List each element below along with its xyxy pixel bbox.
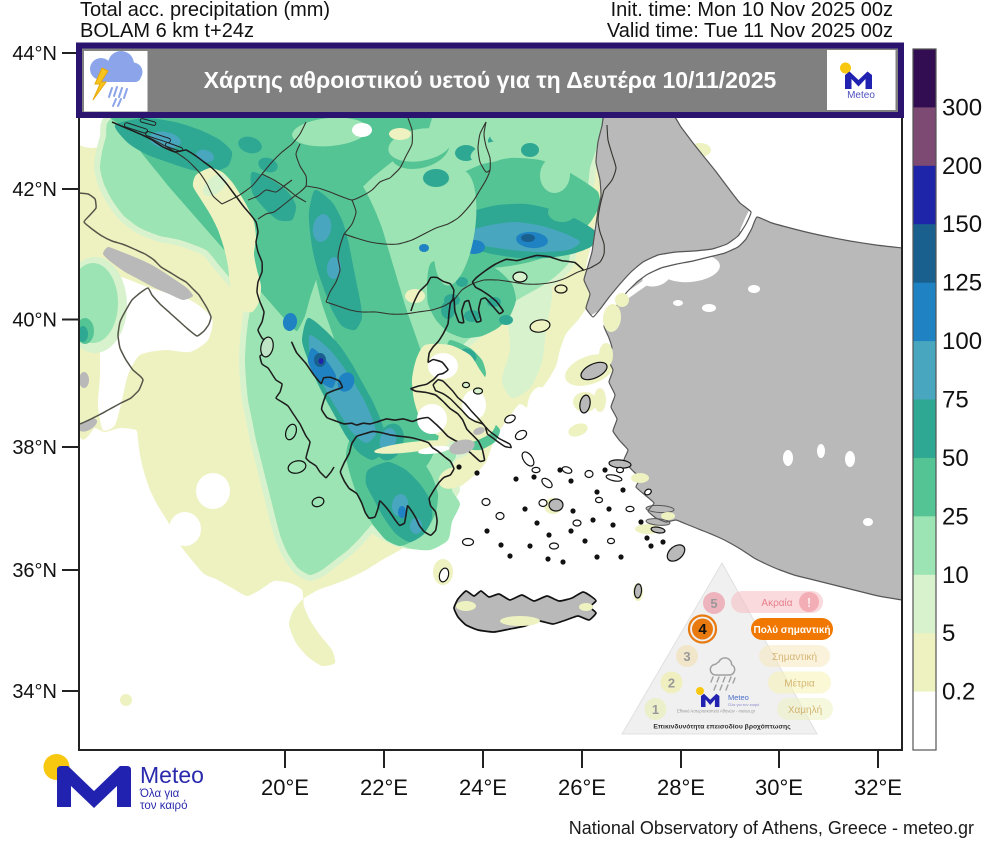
svg-text:Valid time: Tue 11 Nov 2025 00: Valid time: Tue 11 Nov 2025 00z [607, 20, 893, 42]
svg-text:Επικινδυνότητα επεισοδίου βροχ: Επικινδυνότητα επεισοδίου βροχόπτωσης [653, 724, 791, 731]
svg-text:34°N: 34°N [12, 681, 57, 703]
svg-text:44°N: 44°N [12, 43, 57, 65]
svg-text:Χαμηλή: Χαμηλή [788, 704, 822, 716]
svg-text:22°E: 22°E [360, 775, 408, 800]
svg-text:BOLAM 6 km t+24z: BOLAM 6 km t+24z [80, 20, 254, 42]
svg-text:Meteo: Meteo [847, 90, 875, 101]
svg-text:75: 75 [942, 387, 969, 414]
svg-text:42°N: 42°N [12, 179, 57, 201]
svg-text:24°E: 24°E [459, 775, 507, 800]
svg-text:τον καιρό: τον καιρό [140, 800, 187, 812]
svg-text:100: 100 [942, 328, 982, 355]
svg-text:5: 5 [942, 620, 955, 647]
svg-text:National Observatory of Athens: National Observatory of Athens, Greece -… [569, 818, 974, 838]
svg-text:Total acc. precipitation (mm): Total acc. precipitation (mm) [80, 0, 330, 21]
svg-text:Ακραία: Ακραία [761, 597, 792, 609]
svg-text:32°E: 32°E [854, 775, 902, 800]
svg-text:2: 2 [668, 676, 675, 691]
svg-text:!: ! [807, 595, 811, 610]
svg-text:38°N: 38°N [12, 437, 57, 459]
svg-text:30°E: 30°E [755, 775, 803, 800]
svg-text:4: 4 [698, 621, 707, 638]
svg-text:0.2: 0.2 [942, 679, 975, 706]
svg-text:125: 125 [942, 270, 982, 297]
svg-text:Χάρτης αθροιστικού υετού για τ: Χάρτης αθροιστικού υετού για τη Δευτέρα … [204, 67, 777, 93]
svg-text:1: 1 [652, 702, 659, 717]
svg-text:200: 200 [942, 153, 982, 180]
svg-text:Πολύ σημαντική: Πολύ σημαντική [753, 625, 830, 636]
svg-text:28°E: 28°E [657, 775, 705, 800]
svg-text:3: 3 [683, 649, 690, 664]
svg-text:Meteo: Meteo [728, 693, 749, 702]
svg-text:25: 25 [942, 503, 969, 530]
svg-text:5: 5 [710, 596, 717, 611]
svg-text:Meteo: Meteo [140, 762, 204, 788]
svg-text:150: 150 [942, 211, 982, 238]
svg-text:300: 300 [942, 94, 982, 121]
svg-text:Όλα για τον καιρό: Όλα για τον καιρό [727, 702, 760, 707]
svg-text:50: 50 [942, 445, 969, 472]
svg-text:Init. time: Mon 10 Nov 2025 00: Init. time: Mon 10 Nov 2025 00z [611, 0, 893, 21]
svg-text:Σημαντική: Σημαντική [772, 651, 817, 663]
svg-text:40°N: 40°N [12, 310, 57, 332]
svg-text:36°N: 36°N [12, 560, 57, 582]
svg-text:Όλα για: Όλα για [139, 788, 180, 800]
svg-text:10: 10 [942, 562, 969, 589]
svg-text:20°E: 20°E [261, 775, 309, 800]
svg-text:Μέτρια: Μέτρια [784, 678, 815, 690]
svg-text:Εθνικό Αστεροσκοπείο Αθηνών -: Εθνικό Αστεροσκοπείο Αθηνών - meteo.gr [677, 709, 756, 714]
svg-text:26°E: 26°E [558, 775, 606, 800]
